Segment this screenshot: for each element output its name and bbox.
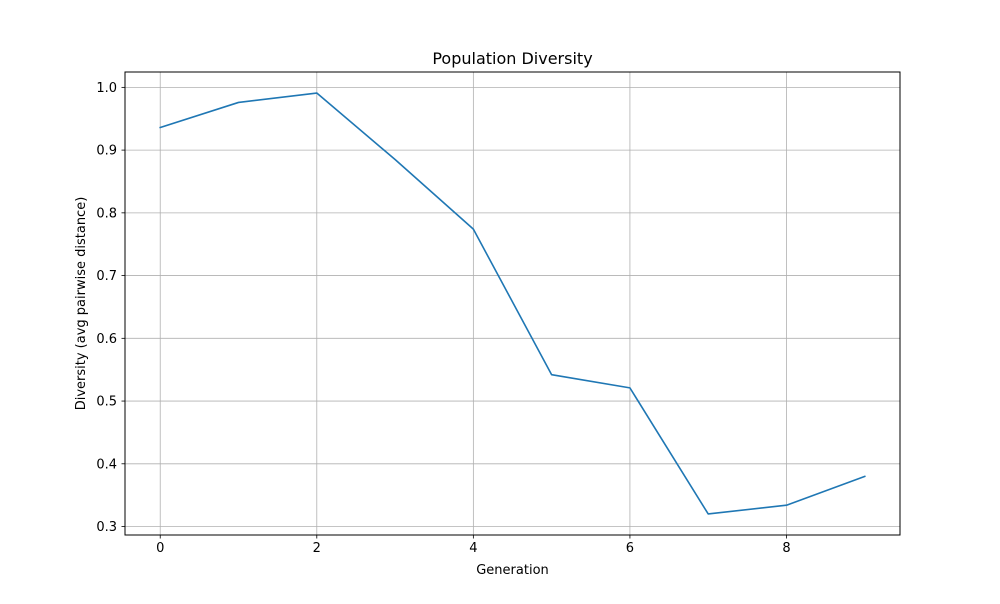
plot-frame [124,71,901,536]
y-tick-label: 0.9 [96,144,117,159]
grid-layer [125,72,900,535]
series-line [159,92,866,515]
chart-title: Population Diversity [432,49,592,68]
y-tick-label: 1.0 [96,81,117,96]
y-tick-label: 0.6 [96,332,117,347]
x-axis-label: Generation [476,563,549,578]
y-tick-label: 0.5 [96,395,117,410]
y-tick-label: 0.7 [96,269,117,284]
y-axis-label: Diversity (avg pairwise distance) [74,197,89,411]
x-tick-label: 8 [782,541,790,556]
y-tick-label: 0.8 [96,206,117,221]
x-tick-label: 0 [156,541,164,556]
x-tick-label: 4 [469,541,477,556]
y-tick-label: 0.4 [96,457,117,472]
ticks-layer: 0 2 4 6 8 0.3 0.4 0.5 0.6 0.7 0.8 0.9 1.0 [96,81,790,556]
x-tick-label: 2 [313,541,321,556]
series-layer [159,92,866,515]
x-tick-label: 6 [626,541,634,556]
y-tick-label: 0.3 [96,520,117,535]
